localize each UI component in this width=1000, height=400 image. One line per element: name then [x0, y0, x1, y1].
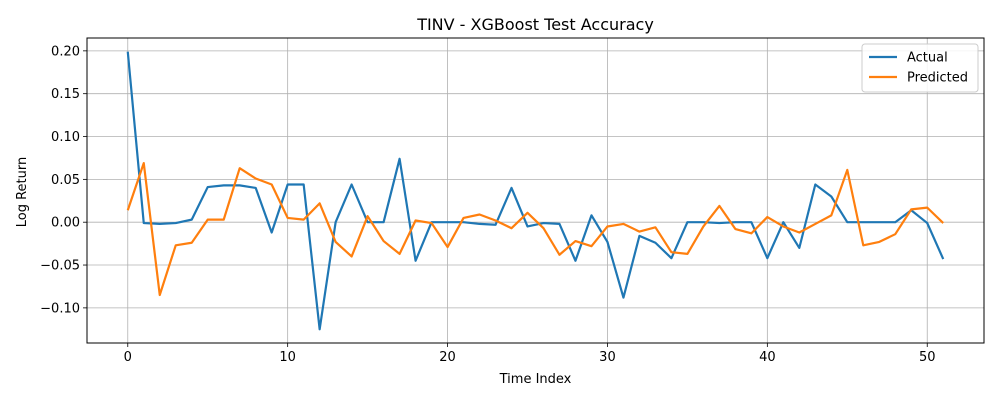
y-tick-label: −0.05	[40, 259, 80, 274]
chart-title: TINV - XGBoost Test Accuracy	[416, 15, 654, 34]
y-axis-label: Log Return	[15, 157, 30, 228]
x-axis-label: Time Index	[499, 372, 572, 387]
legend: Actual Predicted	[861, 43, 979, 93]
x-tick-label: 50	[919, 350, 936, 365]
series-line-actual	[126, 51, 945, 331]
y-tick-label: 0.05	[51, 173, 80, 188]
x-tick-label: 30	[599, 350, 616, 365]
y-tick-label: 0.20	[51, 44, 80, 59]
legend-label-predicted: Predicted	[907, 71, 968, 86]
x-tick-label: 20	[439, 350, 456, 365]
x-tick-label: 0	[124, 350, 132, 365]
y-tick-label: 0.10	[51, 130, 80, 145]
series-line-predicted	[126, 161, 944, 297]
plot-frame	[86, 37, 985, 344]
y-tick-label: −0.10	[40, 301, 80, 316]
x-tick-label: 40	[759, 350, 776, 365]
series-lines	[126, 51, 945, 331]
legend-label-actual: Actual	[907, 51, 948, 66]
y-axis: −0.10 −0.05 0.00 0.05 0.10 0.15 0.20	[40, 44, 87, 316]
x-axis: 0 10 20 30 40 50	[124, 343, 936, 365]
x-tick-label: 10	[279, 350, 296, 365]
y-tick-label: 0.00	[51, 216, 80, 231]
y-tick-label: 0.15	[51, 87, 80, 102]
